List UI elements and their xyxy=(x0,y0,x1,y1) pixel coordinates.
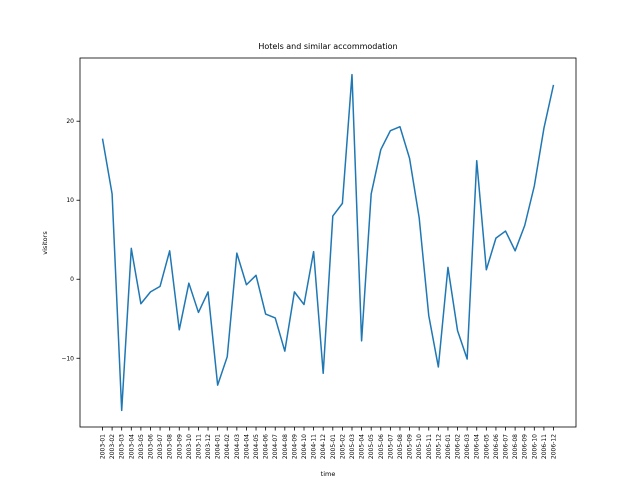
x-tick-label: 2005-07 xyxy=(387,434,394,459)
x-tick-label: 2003-06 xyxy=(147,434,154,459)
x-tick-label: 2006-01 xyxy=(445,434,452,459)
x-tick-label: 2004-05 xyxy=(253,434,260,459)
x-tick-label: 2006-06 xyxy=(493,434,500,459)
plot-area xyxy=(80,58,576,427)
x-tick-label: 2003-08 xyxy=(167,434,174,459)
x-tick-label: 2004-07 xyxy=(272,434,279,459)
x-tick-label: 2005-04 xyxy=(359,434,366,459)
x-tick-label: 2004-03 xyxy=(234,434,241,459)
x-tick-label: 2005-03 xyxy=(349,434,356,459)
x-tick-label: 2006-04 xyxy=(474,434,481,459)
x-tick-label: 2006-12 xyxy=(551,434,558,459)
x-tick-label: 2005-06 xyxy=(378,434,385,459)
x-tick-label: 2005-02 xyxy=(339,434,346,459)
y-tick-label: 20 xyxy=(66,118,74,125)
x-axis: 2003-01 2003-02 2003-03 2003-04 2003-05 2003-… xyxy=(100,427,558,459)
x-tick-label: 2006-08 xyxy=(512,434,519,459)
x-tick-label: 2003-05 xyxy=(138,434,145,459)
x-tick-label: 2004-06 xyxy=(263,434,270,459)
x-tick-label: 2005-12 xyxy=(435,434,442,459)
x-axis-label: time xyxy=(321,470,336,478)
x-tick-label: 2004-01 xyxy=(215,434,222,459)
x-tick-label: 2005-08 xyxy=(397,434,404,459)
x-tick-label: 2003-07 xyxy=(157,434,164,459)
x-tick-label: 2006-03 xyxy=(464,434,471,459)
x-tick-label: 2003-04 xyxy=(128,434,135,459)
x-tick-label: 2005-11 xyxy=(426,434,433,459)
x-tick-label: 2005-10 xyxy=(416,434,423,459)
x-tick-label: 2003-02 xyxy=(109,434,116,459)
x-tick-label: 2004-10 xyxy=(301,434,308,459)
x-tick-label: 2004-09 xyxy=(291,434,298,459)
x-tick-label: 2004-11 xyxy=(311,434,318,459)
x-tick-label: 2004-08 xyxy=(282,434,289,459)
y-axis-label: visitors xyxy=(41,231,49,255)
x-tick-label: 2004-04 xyxy=(243,434,250,459)
x-tick-label: 2005-09 xyxy=(407,434,414,459)
x-tick-label: 2004-12 xyxy=(320,434,327,459)
x-tick-label: 2003-01 xyxy=(100,434,107,459)
x-tick-label: 2006-10 xyxy=(531,434,538,459)
x-tick-label: 2003-03 xyxy=(119,434,126,459)
x-tick-label: 2006-05 xyxy=(483,434,490,459)
x-tick-label: 2003-09 xyxy=(176,434,183,459)
x-tick-label: 2005-01 xyxy=(330,434,337,459)
y-tick-label: 0 xyxy=(70,276,74,283)
x-tick-label: 2004-02 xyxy=(224,434,231,459)
y-axis: −10 0 10 20 xyxy=(61,118,80,362)
x-tick-label: 2006-09 xyxy=(522,434,529,459)
x-tick-label: 2006-11 xyxy=(541,434,548,459)
y-tick-label: −10 xyxy=(61,355,74,362)
chart-title: Hotels and similar accommodation xyxy=(258,42,397,51)
x-tick-label: 2006-02 xyxy=(455,434,462,459)
x-tick-label: 2003-10 xyxy=(186,434,193,459)
y-tick-label: 10 xyxy=(66,197,74,204)
plot-frame xyxy=(79,57,577,428)
series-line xyxy=(101,73,555,412)
x-tick-label: 2006-07 xyxy=(503,434,510,459)
x-tick-label: 2005-05 xyxy=(368,434,375,459)
x-tick-label: 2003-12 xyxy=(205,434,212,459)
x-tick-label: 2003-11 xyxy=(195,434,202,459)
